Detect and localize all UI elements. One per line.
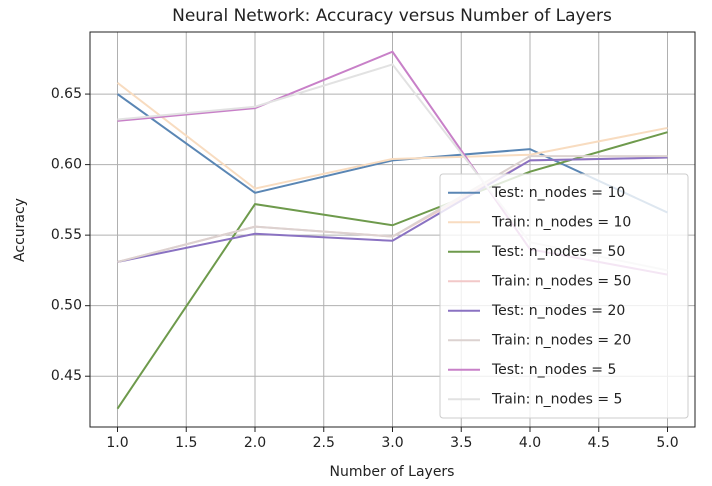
legend: Test: n_nodes = 10 Train: n_nodes = 10 Tes… — [439, 173, 689, 419]
x-tick-label: 1.0 — [106, 435, 128, 451]
line — [116, 93, 668, 214]
x-tick-label: 2.0 — [244, 435, 266, 451]
y-tick-label: 0.50 — [51, 298, 82, 314]
line — [116, 81, 668, 190]
legend-label: Test: n_nodes = 50 — [491, 244, 625, 260]
x-axis-label: Number of Layers — [330, 464, 455, 480]
plot-frame — [89, 31, 696, 428]
y-tick-label: 0.45 — [51, 368, 82, 384]
legend-box — [439, 173, 689, 419]
legend-label: Train: n_nodes = 10 — [491, 214, 631, 230]
y-tick-label: 0.65 — [51, 86, 82, 102]
x-tick-label: 2.5 — [313, 435, 335, 451]
x-tick-label: 4.0 — [519, 435, 541, 451]
y-tick-label: 0.60 — [51, 157, 82, 173]
legend-label: Train: n_nodes = 50 — [491, 273, 631, 289]
legend-label: Test: n_nodes = 10 — [491, 185, 625, 201]
y-tick-label: 0.55 — [51, 227, 82, 243]
x-tick-label: 4.5 — [588, 435, 610, 451]
x-tick-label: 1.5 — [175, 435, 197, 451]
x-tick-label: 5.0 — [656, 435, 678, 451]
legend-label: Train: n_nodes = 20 — [491, 332, 631, 348]
x-tick-label: 3.5 — [450, 435, 472, 451]
legend-label: Train: n_nodes = 5 — [491, 391, 622, 407]
line — [117, 156, 668, 263]
chart-title: Neural Network: Accuracy versus Number o… — [172, 6, 612, 26]
line — [117, 155, 668, 263]
legend-label: Test: n_nodes = 5 — [491, 362, 616, 378]
x-tick-label: 3.0 — [381, 435, 403, 451]
y-axis-label: Accuracy — [12, 198, 28, 262]
legend-label: Test: n_nodes = 20 — [491, 303, 625, 319]
